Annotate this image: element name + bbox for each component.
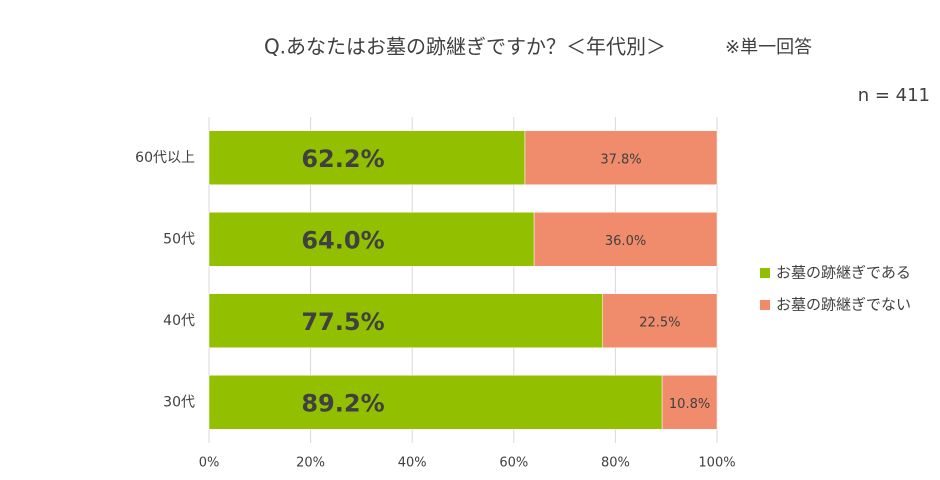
x-tick-label: 100% [698,456,735,471]
data-label: 89.2% [301,389,384,417]
data-label: 37.8% [600,152,641,167]
bar-segment [661,375,718,430]
note: ※単一回答 [725,37,812,58]
y-tick-label: 50代 [163,231,195,247]
x-tick-label: 60% [499,456,528,471]
data-label: 62.2% [301,145,384,173]
legend-swatch [760,268,770,278]
y-tick-label: 60代以上 [135,150,195,166]
chart-title: Q.あなたはお墓の跡継ぎですか？＜年代別＞ [264,35,666,59]
y-tick-label: 30代 [163,394,195,410]
x-tick-label: 0% [199,456,220,471]
sample-size: n = 411 [858,85,930,106]
x-tick-label: 40% [398,456,427,471]
data-label: 64.0% [301,226,384,254]
bar-segment [208,130,526,185]
legend-swatch [760,300,770,310]
data-label: 36.0% [605,234,646,249]
legend-label: お墓の跡継ぎである [776,264,911,282]
x-tick-label: 80% [601,456,630,471]
y-tick-label: 40代 [163,313,195,329]
bar-segment [208,212,535,267]
bar-segment [208,375,663,430]
data-label: 22.5% [639,315,680,330]
data-label: 77.5% [301,308,384,336]
bar-segment [533,212,718,267]
x-tick-label: 20% [296,456,325,471]
bar-segment [208,293,603,348]
legend-label: お墓の跡継ぎでない [776,296,911,314]
bar-segment [602,293,718,348]
data-label: 10.8% [669,397,710,412]
bar-segment [524,130,718,185]
